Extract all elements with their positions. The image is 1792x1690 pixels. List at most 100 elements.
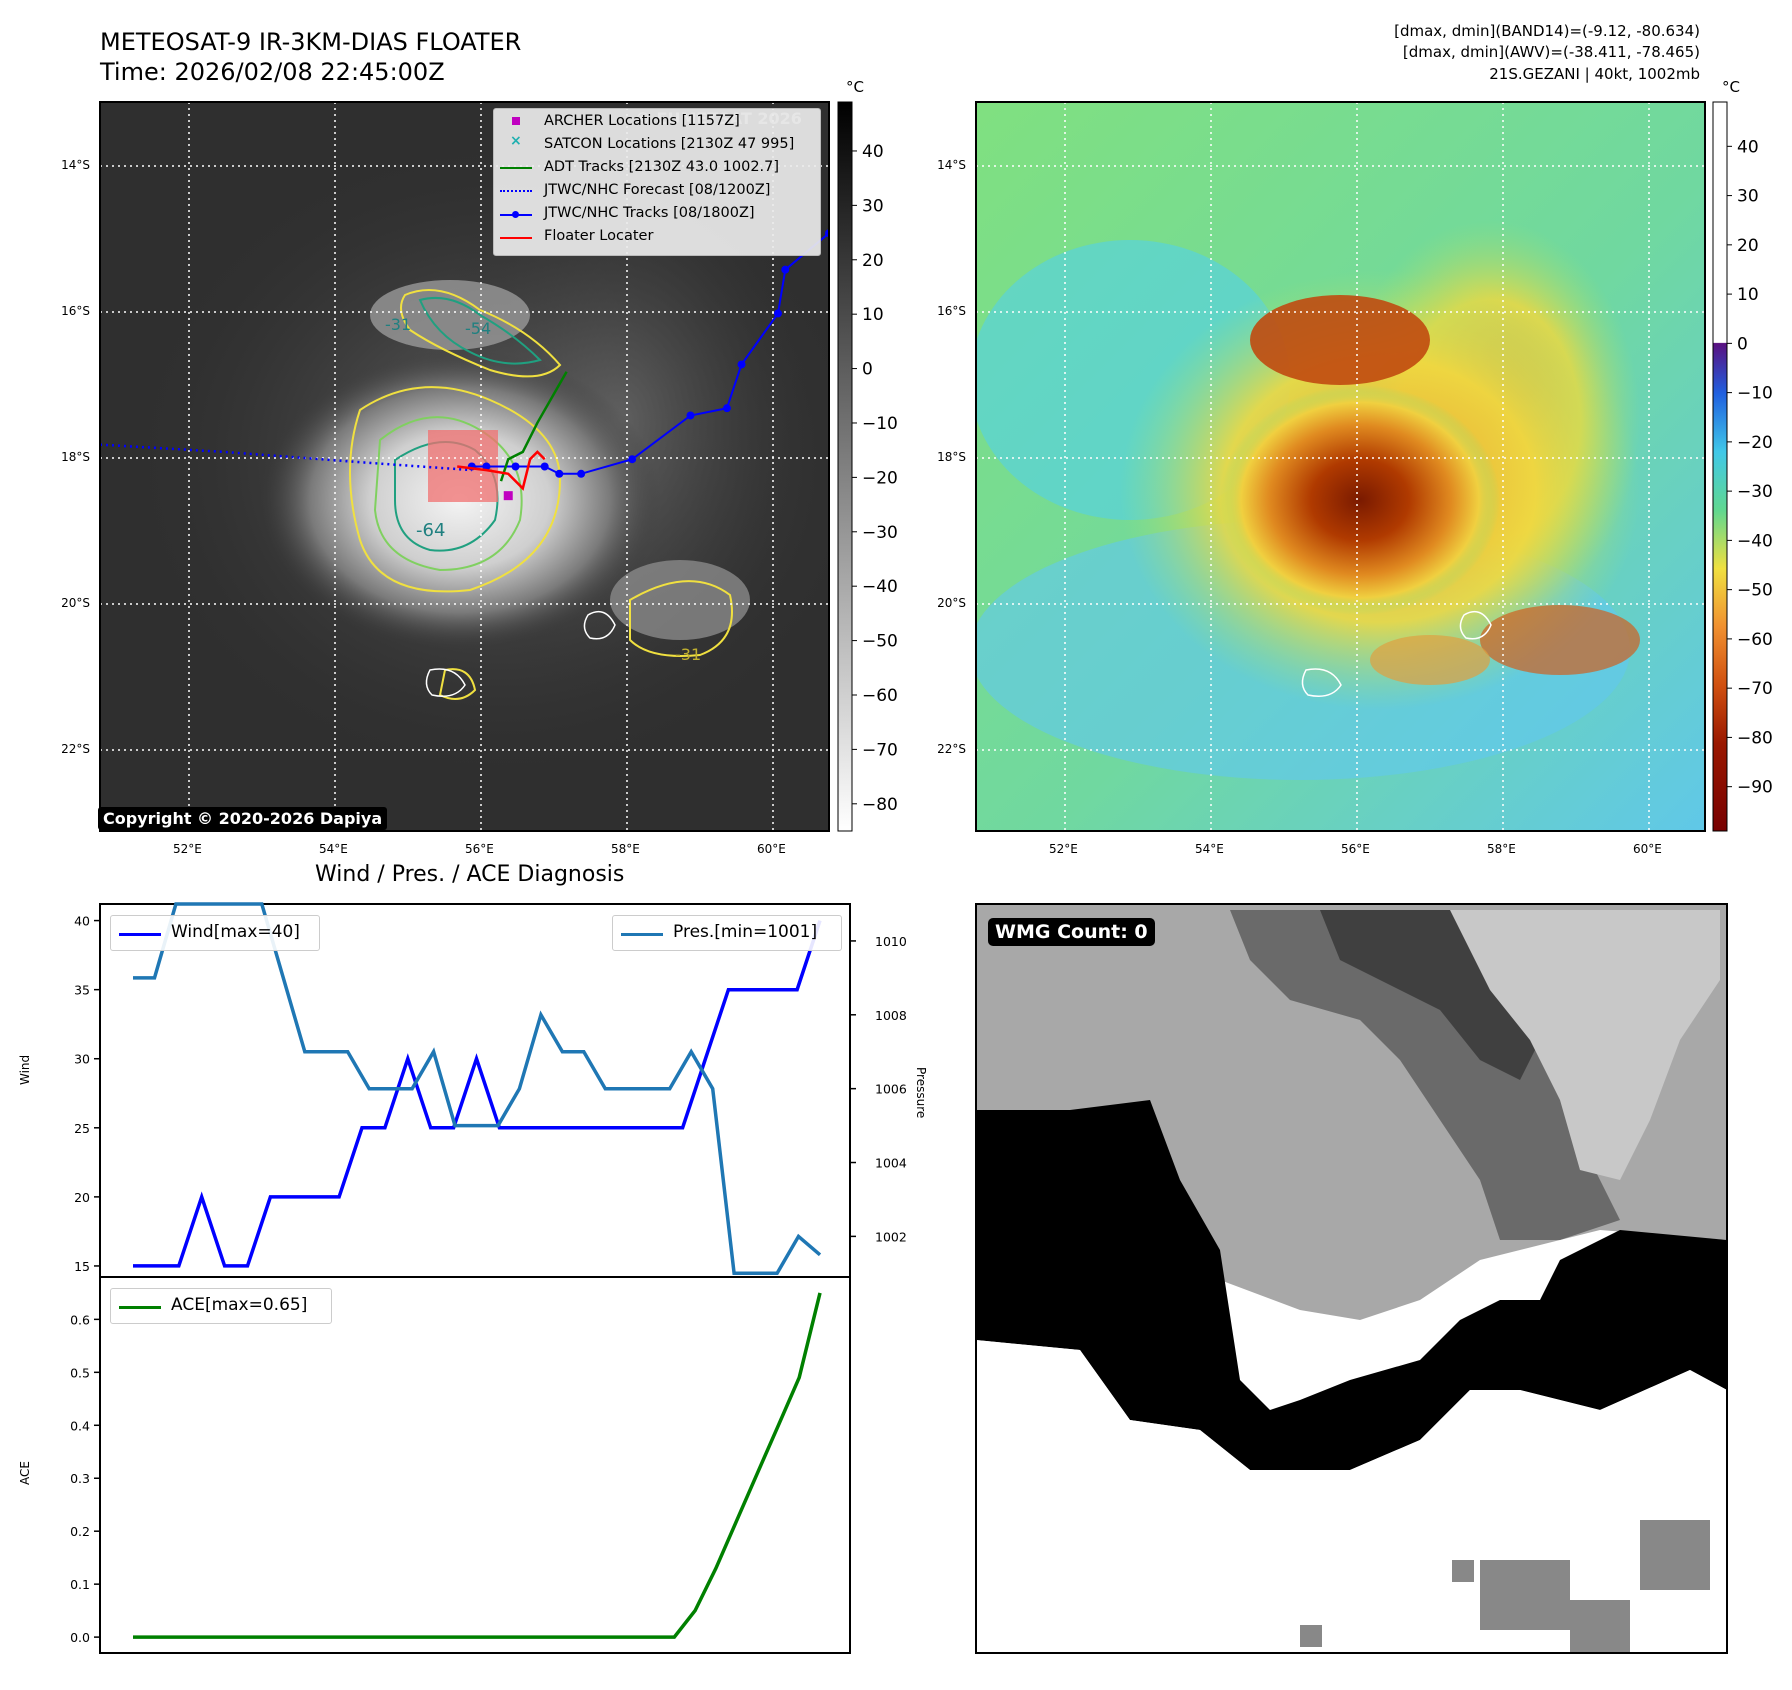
info-line-3: 21S.GEZANI | 40kt, 1002mb: [1489, 65, 1700, 83]
lat-label: 22°S: [61, 742, 90, 756]
colorbar-tick-label: −10: [862, 414, 898, 434]
wind-axis-label: Wind: [18, 1054, 32, 1085]
axis-tick-label: 0.5: [70, 1365, 90, 1380]
legend-label: Floater Locater: [544, 228, 654, 244]
legend-square-marker: [512, 117, 520, 125]
ace-axis-label: ACE: [18, 1461, 32, 1485]
awv-colorbar-unit: °C: [1722, 78, 1740, 96]
colorbar-tick-label: −50: [862, 632, 898, 652]
colorbar-tick-label: −20: [1737, 433, 1773, 453]
contour-label: -31: [385, 315, 411, 334]
jtwc-track-point: [511, 462, 520, 471]
jtwc-track-point: [482, 462, 491, 471]
floater-locater-track: [457, 450, 546, 491]
ace-axes: [99, 1276, 851, 1654]
colorbar-tick-label: −20: [862, 468, 898, 488]
ir-colorbar: [837, 101, 853, 832]
title-line-2: Time: 2026/02/08 22:45:00Z: [100, 58, 445, 86]
axis-tick-label: 1008: [875, 1008, 907, 1023]
colorbar-tick-label: −70: [1737, 679, 1773, 699]
ace-legend: ACE[max=0.65]: [110, 1288, 332, 1324]
legend-line-marker: [500, 237, 532, 239]
lat-label: 14°S: [937, 158, 966, 172]
colorbar-tick-label: 10: [862, 305, 884, 325]
colorbar-tick-label: 20: [862, 251, 884, 271]
pressure-axis-label: Pressure: [914, 1067, 928, 1119]
lat-label: 20°S: [937, 596, 966, 610]
pressure-legend: Pres.[min=1001]: [612, 915, 842, 951]
contour-label: -31: [675, 645, 701, 664]
colorbar-tick-label: −30: [862, 523, 898, 543]
lat-label: 22°S: [937, 742, 966, 756]
axis-tick-label: 1010: [875, 934, 907, 949]
axis-tick-label: 35: [74, 983, 90, 998]
lat-label: 16°S: [61, 304, 90, 318]
awv-colorbar: [1712, 101, 1728, 832]
wmg-count-badge: WMG Count: 0: [988, 918, 1155, 946]
jtwc-track-point: [577, 469, 586, 478]
jtwc-forecast-track: [100, 443, 472, 472]
axis-tick-label: 25: [74, 1121, 90, 1136]
colorbar-tick-label: −70: [862, 740, 898, 760]
axis-tick-label: 30: [74, 1052, 90, 1067]
colorbar-tick-label: 40: [862, 142, 884, 162]
jtwc-track-point: [781, 265, 790, 274]
lon-label: 52°E: [173, 842, 202, 856]
legend-label: ADT Tracks [2130Z 43.0 1002.7]: [544, 159, 780, 175]
jtwc-track-point: [555, 469, 564, 478]
jtwc-track-point: [737, 360, 746, 369]
lat-label: 20°S: [61, 596, 90, 610]
jtwc-track-point: [467, 462, 476, 471]
axis-tick-label: 1006: [875, 1082, 907, 1097]
legend-line-marker: [119, 1306, 161, 1309]
colorbar-tick-label: 40: [1737, 137, 1759, 157]
legend-line-marker: [621, 933, 663, 936]
copyright-label: Copyright © 2020-2026 Dapiya: [98, 807, 388, 830]
legend-label: JTWC/NHC Tracks [08/1800Z]: [544, 205, 755, 221]
axis-tick-label: 15: [74, 1259, 90, 1274]
colorbar-tick-label: −80: [1737, 728, 1773, 748]
info-line-2: [dmax, dmin](AWV)=(-38.411, -78.465): [1402, 43, 1700, 61]
axis-tick-label: 40: [74, 914, 90, 929]
lon-label: 58°E: [1487, 842, 1516, 856]
lon-label: 60°E: [1633, 842, 1662, 856]
jtwc-track-point: [825, 229, 829, 238]
colorbar-tick-label: 30: [862, 196, 884, 216]
lat-label: 18°S: [937, 450, 966, 464]
lat-label: 16°S: [937, 304, 966, 318]
jtwc-track-point: [628, 455, 637, 464]
diagnosis-title: Wind / Pres. / ACE Diagnosis: [315, 862, 625, 887]
contour-label: -54: [465, 319, 491, 338]
colorbar-tick-label: −80: [862, 795, 898, 815]
axis-tick-label: 0.6: [70, 1312, 90, 1327]
jtwc-track-point: [773, 309, 782, 318]
lon-label: 54°E: [319, 842, 348, 856]
wind-legend-label: Wind[max=40]: [171, 922, 300, 942]
lon-label: 54°E: [1195, 842, 1224, 856]
colorbar-tick-label: 10: [1737, 285, 1759, 305]
ace-legend-label: ACE[max=0.65]: [171, 1295, 308, 1315]
wind-series-line: [133, 920, 822, 1268]
lon-label: 56°E: [1341, 842, 1370, 856]
legend-line-marker: [119, 933, 161, 936]
legend-x-marker: ×: [510, 133, 522, 149]
lon-label: 52°E: [1049, 842, 1078, 856]
legend-label: SATCON Locations [2130Z 47 995]: [544, 136, 795, 152]
track-legend: ARCHER Locations [1157Z] × SATCON Locati…: [493, 108, 821, 256]
axis-tick-label: 0.3: [70, 1471, 90, 1486]
jtwc-track-point: [686, 411, 695, 420]
ace-series-line: [133, 1292, 822, 1639]
colorbar-tick-label: 0: [1737, 334, 1748, 354]
pressure-series-line: [133, 902, 822, 1276]
colorbar-tick-label: −90: [1737, 778, 1773, 798]
axis-tick-label: 20: [74, 1190, 90, 1205]
lat-label: 14°S: [61, 158, 90, 172]
legend-dotted-marker: [500, 190, 532, 192]
jtwc-track: [471, 232, 829, 475]
colorbar-tick-label: −60: [1737, 630, 1773, 650]
axis-tick-label: 0.4: [70, 1418, 90, 1433]
legend-label: JTWC/NHC Forecast [08/1200Z]: [544, 182, 771, 198]
colorbar-tick-label: 20: [1737, 236, 1759, 256]
axis-tick-label: 1002: [875, 1229, 907, 1244]
title-line-1: METEOSAT-9 IR-3KM-DIAS FLOATER: [100, 28, 522, 56]
